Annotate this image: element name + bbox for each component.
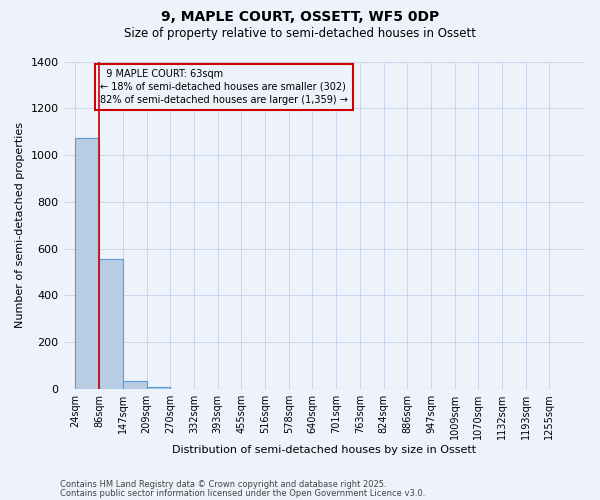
- Text: Contains HM Land Registry data © Crown copyright and database right 2025.: Contains HM Land Registry data © Crown c…: [60, 480, 386, 489]
- Bar: [146, 386, 170, 389]
- Text: Size of property relative to semi-detached houses in Ossett: Size of property relative to semi-detach…: [124, 28, 476, 40]
- X-axis label: Distribution of semi-detached houses by size in Ossett: Distribution of semi-detached houses by …: [172, 445, 476, 455]
- Text: 9 MAPLE COURT: 63sqm
← 18% of semi-detached houses are smaller (302)
82% of semi: 9 MAPLE COURT: 63sqm ← 18% of semi-detac…: [100, 68, 348, 105]
- Text: Contains public sector information licensed under the Open Government Licence v3: Contains public sector information licen…: [60, 490, 425, 498]
- Text: 9, MAPLE COURT, OSSETT, WF5 0DP: 9, MAPLE COURT, OSSETT, WF5 0DP: [161, 10, 439, 24]
- Y-axis label: Number of semi-detached properties: Number of semi-detached properties: [15, 122, 25, 328]
- Bar: [123, 381, 146, 389]
- Bar: [99, 259, 123, 389]
- Bar: [76, 138, 99, 389]
